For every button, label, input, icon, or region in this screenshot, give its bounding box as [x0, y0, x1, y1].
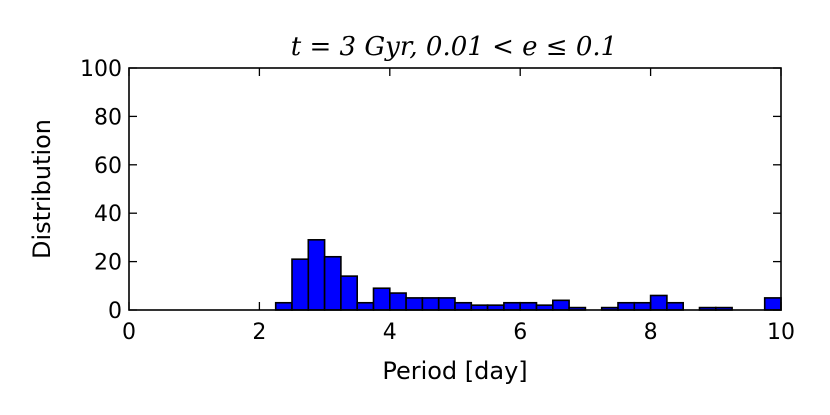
plot-frame [128, 67, 782, 311]
histogram-bar [340, 275, 358, 311]
x-tick-label: 8 [644, 320, 658, 345]
histogram-bar [519, 301, 538, 311]
bars-group [274, 239, 782, 311]
y-tick-label: 20 [94, 251, 122, 276]
histogram-bar [356, 301, 375, 311]
histogram-bar [617, 301, 636, 311]
histogram-bar [454, 301, 473, 311]
y-tick-label: 0 [108, 299, 122, 324]
y-axis-ticks: 0 20 40 60 80 100 [80, 57, 781, 324]
x-axis-label: Period [day] [382, 357, 527, 385]
histogram-bar [405, 297, 424, 311]
y-tick-label: 100 [80, 57, 122, 82]
histogram-bar [307, 239, 326, 311]
x-tick-label: 0 [122, 320, 136, 345]
histogram-bar [503, 301, 521, 311]
x-tick-label: 2 [252, 320, 266, 345]
x-tick-label: 10 [767, 320, 795, 345]
histogram-bar [666, 301, 685, 311]
y-tick-label: 80 [94, 105, 122, 130]
histogram-bar [633, 301, 652, 311]
chart-title: t = 3 Gyr, 0.01 < e ≤ 0.1 [291, 32, 617, 62]
histogram-bar [388, 292, 407, 311]
histogram-bar [437, 297, 456, 311]
histogram-bar [421, 297, 440, 311]
histogram-bar [551, 299, 570, 311]
x-tick-label: 4 [383, 320, 397, 345]
histogram-bar [763, 297, 782, 311]
x-axis-ticks: 0 2 4 6 8 10 [122, 68, 795, 345]
y-tick-label: 40 [94, 202, 122, 227]
histogram-bar [274, 301, 293, 311]
y-tick-label: 60 [94, 154, 122, 179]
histogram-bar [372, 287, 391, 311]
x-tick-label: 6 [513, 320, 527, 345]
histogram-bar [291, 258, 310, 311]
histogram-bar [649, 294, 668, 311]
y-axis-label: Distribution [28, 119, 56, 259]
histogram-bar [323, 255, 342, 311]
